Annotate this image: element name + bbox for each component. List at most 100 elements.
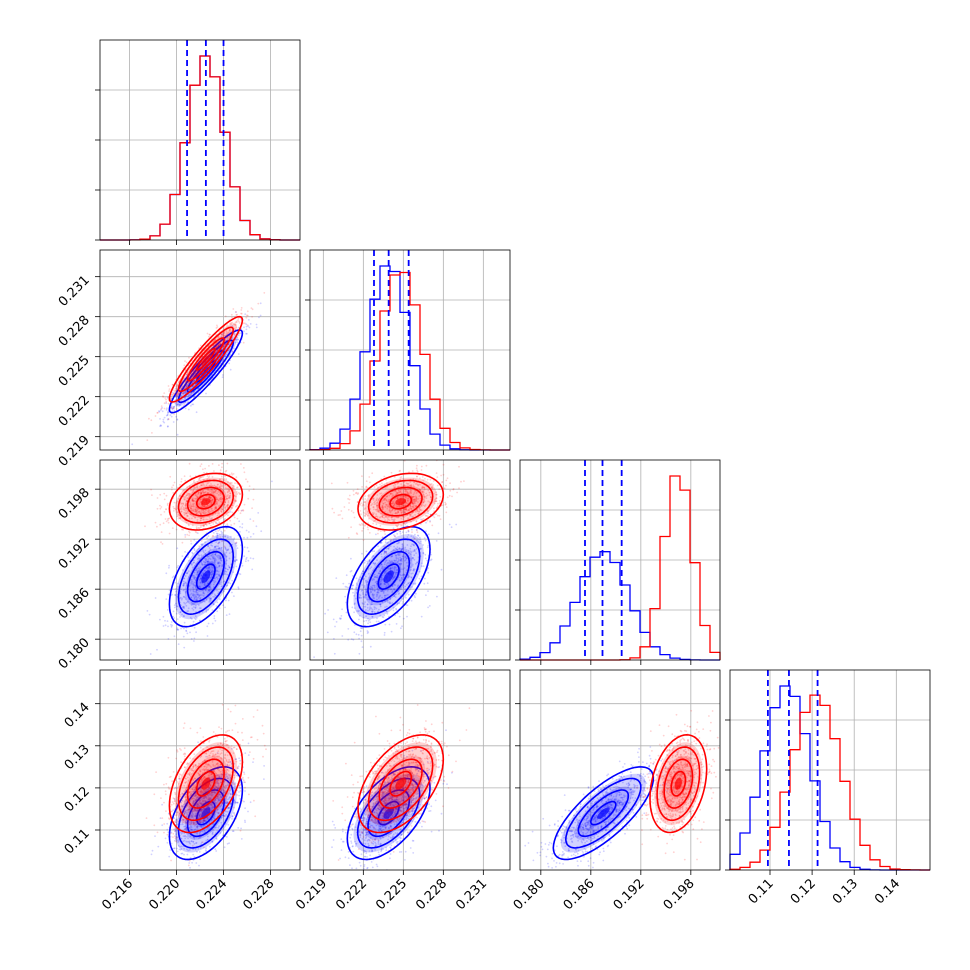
sample-point bbox=[209, 558, 212, 561]
sample-point bbox=[193, 538, 196, 541]
sample-point bbox=[190, 596, 193, 599]
sample-point bbox=[246, 324, 249, 326]
sample-point bbox=[228, 557, 231, 560]
sample-point bbox=[427, 606, 429, 609]
sample-point bbox=[203, 600, 206, 603]
sample-point bbox=[196, 571, 199, 574]
sample-point bbox=[193, 390, 196, 393]
sample-point bbox=[190, 582, 193, 585]
sample-point bbox=[182, 606, 185, 609]
sample-point bbox=[182, 503, 185, 505]
sample-point bbox=[448, 523, 451, 526]
sample-point bbox=[208, 566, 211, 569]
sample-point bbox=[207, 622, 210, 625]
sample-point bbox=[220, 559, 223, 562]
sample-point bbox=[166, 418, 169, 421]
sample-point bbox=[198, 585, 201, 588]
sample-point bbox=[181, 597, 184, 600]
sample-point bbox=[220, 498, 222, 501]
sample-point bbox=[224, 487, 227, 489]
sample-point bbox=[420, 615, 423, 618]
sample-point bbox=[182, 584, 185, 586]
sample-point bbox=[165, 494, 168, 497]
sample-point bbox=[165, 508, 167, 510]
sample-point bbox=[238, 520, 241, 523]
sample-point bbox=[203, 484, 206, 486]
sample-point bbox=[167, 412, 169, 414]
sample-point bbox=[209, 600, 212, 603]
sample-point bbox=[236, 313, 239, 316]
sample-point bbox=[405, 596, 407, 599]
sample-point bbox=[426, 546, 429, 549]
sample-point bbox=[171, 383, 174, 386]
sample-point bbox=[180, 478, 183, 480]
sample-point bbox=[236, 338, 239, 341]
sample-point bbox=[220, 348, 223, 351]
sample-point bbox=[207, 511, 210, 514]
sample-point bbox=[223, 590, 225, 593]
sample-point bbox=[225, 585, 228, 587]
sample-point bbox=[210, 572, 212, 574]
sample-point bbox=[226, 573, 229, 576]
sample-point bbox=[223, 529, 226, 532]
sample-point bbox=[176, 515, 178, 518]
sample-point bbox=[193, 391, 195, 393]
sample-point bbox=[196, 589, 198, 592]
sample-point bbox=[226, 523, 229, 526]
sample-point bbox=[226, 549, 229, 551]
sample-point bbox=[221, 333, 224, 336]
sample-point bbox=[263, 292, 266, 294]
sample-point bbox=[210, 490, 213, 493]
sample-point bbox=[246, 480, 249, 483]
sample-point bbox=[188, 493, 191, 496]
sample-point bbox=[192, 504, 195, 506]
sample-point bbox=[236, 504, 239, 507]
sample-point bbox=[200, 492, 203, 494]
sample-point bbox=[225, 614, 228, 616]
sample-point bbox=[177, 643, 180, 645]
sample-point bbox=[202, 549, 204, 551]
sample-point bbox=[242, 467, 245, 469]
sample-point bbox=[171, 393, 174, 396]
sample-point bbox=[175, 502, 178, 504]
sample-point bbox=[192, 594, 195, 597]
sample-point bbox=[218, 557, 221, 560]
sample-point bbox=[181, 489, 184, 492]
sample-point bbox=[245, 328, 248, 331]
sample-point bbox=[229, 481, 232, 484]
sample-point bbox=[218, 565, 220, 568]
sample-point bbox=[191, 594, 194, 596]
sample-point bbox=[229, 582, 232, 585]
sample-point bbox=[206, 488, 209, 491]
sample-point bbox=[201, 491, 204, 493]
sample-point bbox=[166, 504, 169, 506]
sample-point bbox=[228, 496, 230, 499]
sample-point bbox=[218, 336, 220, 338]
sample-point bbox=[196, 572, 199, 575]
sample-point bbox=[169, 414, 172, 416]
sample-point bbox=[183, 601, 186, 604]
sample-point bbox=[191, 552, 194, 555]
sample-point bbox=[184, 387, 187, 389]
sample-point bbox=[195, 383, 197, 385]
sample-point bbox=[198, 554, 201, 557]
sample-point bbox=[159, 618, 161, 621]
sample-point bbox=[227, 504, 229, 506]
sample-point bbox=[248, 531, 250, 533]
sample-point bbox=[202, 594, 205, 597]
sample-point bbox=[186, 514, 189, 517]
sample-point bbox=[164, 619, 166, 622]
sample-point bbox=[199, 498, 202, 501]
sample-point bbox=[199, 585, 201, 588]
sample-point bbox=[162, 396, 165, 398]
sample-point bbox=[211, 507, 213, 510]
sample-point bbox=[194, 594, 197, 597]
sample-point bbox=[191, 499, 194, 502]
sample-point bbox=[251, 316, 254, 318]
sample-point bbox=[227, 549, 230, 551]
sample-point bbox=[188, 356, 190, 359]
sample-point bbox=[165, 398, 167, 401]
density-contour bbox=[186, 337, 225, 382]
sample-point bbox=[359, 627, 362, 629]
sample-point bbox=[181, 613, 183, 616]
